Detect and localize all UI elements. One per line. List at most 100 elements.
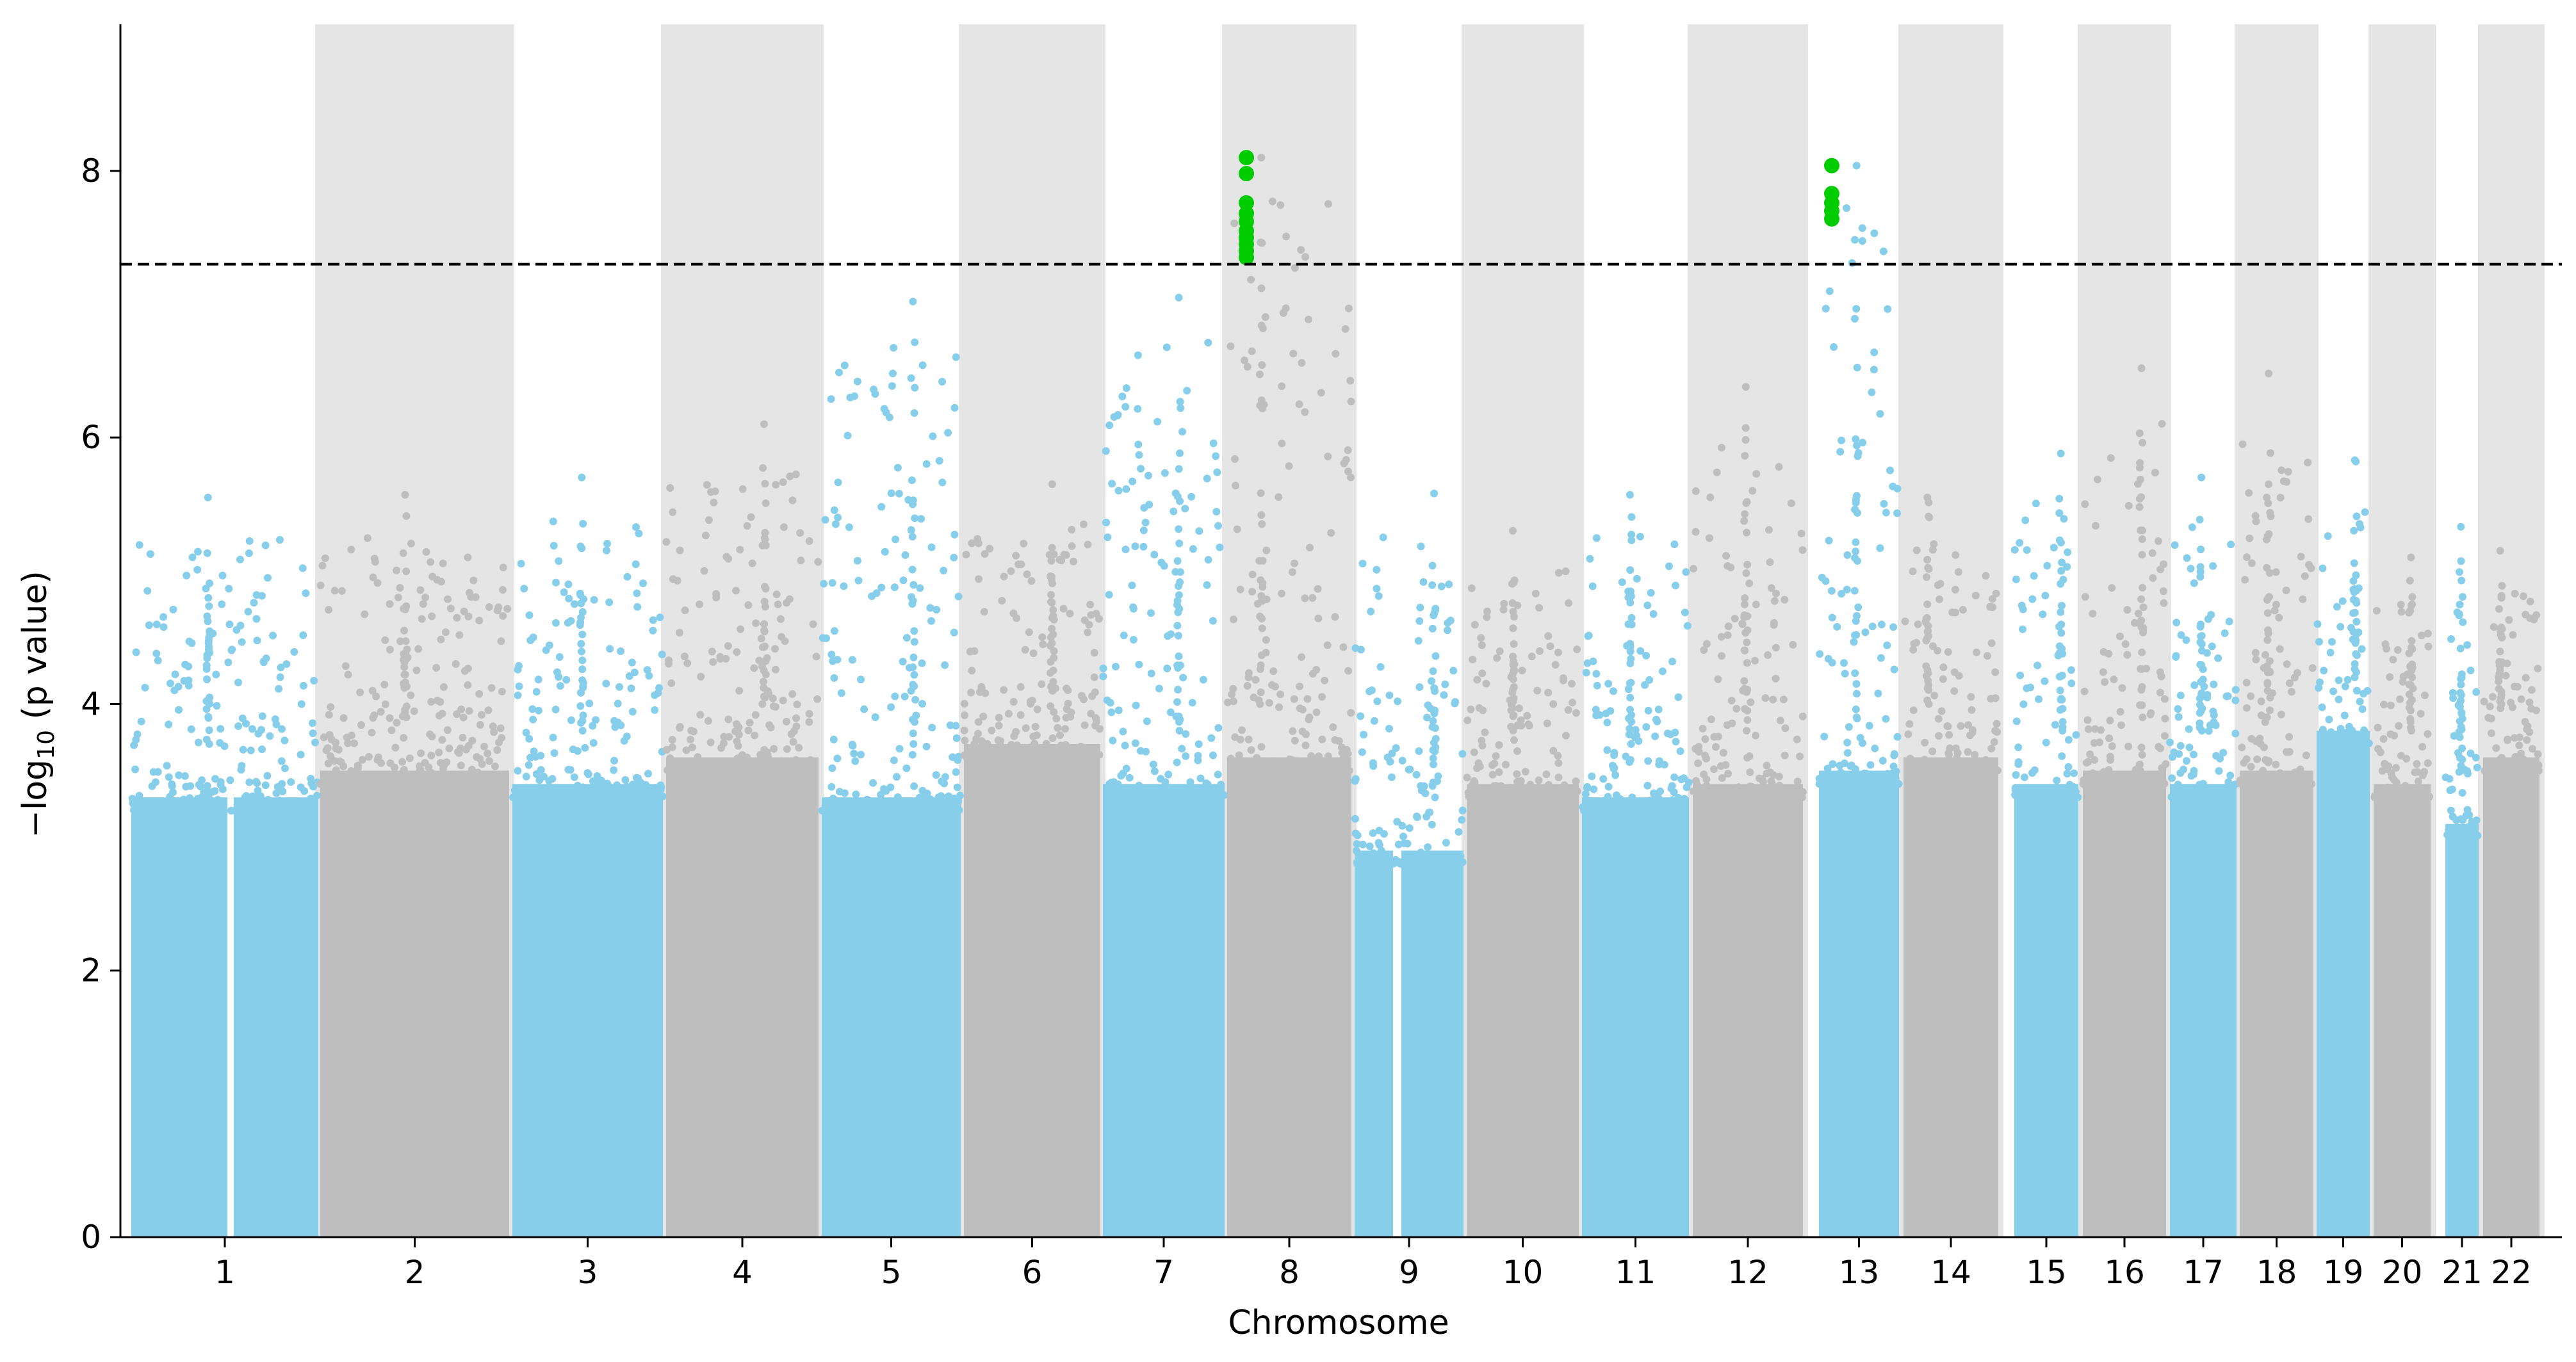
chr-2-peak-points [399, 490, 411, 722]
x-tick-label-16: 16 [2104, 1254, 2145, 1291]
chr-13-peak-points [1850, 161, 1863, 722]
chr-6-scatter-points [960, 520, 1104, 761]
significant-points [1239, 150, 1839, 266]
chr-7-dense-points-0 [1103, 784, 1225, 1237]
y-tick-label-6: 6 [81, 419, 101, 456]
x-tick-label-12: 12 [1727, 1254, 1768, 1291]
x-tick-label-20: 20 [2382, 1254, 2423, 1291]
chr-11-scatter-points [1579, 533, 1693, 815]
chr-16-peak-points [2135, 364, 2148, 722]
chr-1-dense-points-0 [131, 797, 227, 1237]
x-tick-label-18: 18 [2256, 1254, 2297, 1291]
chr-3-dense-points-0 [512, 784, 663, 1237]
chr-22-peak-points [2495, 547, 2506, 708]
x-tick-label-19: 19 [2323, 1254, 2364, 1291]
x-tick-label-3: 3 [578, 1254, 598, 1291]
chr-9-dense-points-1 [1401, 850, 1463, 1237]
chr-5-dense-points-0 [822, 797, 961, 1237]
axes [119, 24, 2562, 1238]
x-tick-label-14: 14 [1930, 1254, 1971, 1291]
x-tick-label-8: 8 [1279, 1254, 1300, 1291]
chr-4-dense-points-0 [666, 757, 819, 1237]
x-tick-label-7: 7 [1153, 1254, 1174, 1291]
chr-9-peak-points [1428, 489, 1440, 802]
chr-4-scatter-points [662, 470, 822, 775]
chr-15-dense-points-0 [2014, 784, 2078, 1237]
x-tick-label-2: 2 [405, 1254, 425, 1291]
x-tick-label-10: 10 [1503, 1254, 1544, 1291]
snp-points [128, 154, 2543, 1237]
chr-18-scatter-points [2236, 440, 2317, 788]
x-tick-label-9: 9 [1399, 1254, 1419, 1291]
chr-1-dense-points-1 [234, 797, 318, 1237]
chr-10-scatter-points [1463, 567, 1581, 802]
x-tick-label-4: 4 [732, 1254, 753, 1291]
x-tick-label-21: 21 [2441, 1254, 2482, 1291]
chr-6-dense-points-0 [964, 743, 1100, 1237]
chr-9-scatter-points [1351, 533, 1467, 868]
chr-19-dense-points-0 [2317, 731, 2370, 1237]
chr-22-dense-points-0 [2483, 757, 2539, 1237]
chr-6-peak-points [1047, 480, 1058, 695]
chr-5-scatter-points [818, 338, 964, 815]
y-tick-label-4: 4 [81, 685, 101, 722]
chr-19-peak-points [2349, 456, 2361, 681]
chr-1-scatter-points [128, 536, 322, 815]
significant-point-chr8-2 [1239, 195, 1254, 211]
x-tick-label-5: 5 [881, 1254, 902, 1291]
chr-17-dense-points-0 [2170, 784, 2237, 1237]
chr-5-peak-points [907, 297, 919, 748]
chr-11-peak-points [1624, 490, 1636, 748]
y-axis-title-suffix: (p value) [16, 571, 54, 730]
chr-21-peak-points [2455, 523, 2467, 775]
chr-7-scatter-points [1099, 339, 1228, 802]
chr-19-scatter-points [2313, 508, 2373, 748]
x-tick-label-1: 1 [215, 1254, 235, 1291]
chr-10-peak-points [1507, 526, 1519, 735]
chr-21-dense-points-0 [2445, 823, 2479, 1237]
chr-8-dense-points-0 [1227, 757, 1351, 1237]
chr-18-peak-points [2263, 369, 2274, 722]
chr-8-peak-points [1255, 154, 1267, 708]
chr-14-scatter-points [1901, 540, 2001, 775]
x-tick-label-11: 11 [1615, 1254, 1656, 1291]
y-tick-label-0: 0 [81, 1219, 101, 1256]
chr-22-scatter-points [2480, 590, 2543, 775]
x-tick-label-17: 17 [2183, 1254, 2224, 1291]
x-tick-label-15: 15 [2026, 1254, 2067, 1291]
chr-9-dense-points-0 [1355, 850, 1393, 1237]
x-axis-title: Chromosome [1228, 1304, 1449, 1342]
x-tick-label-6: 6 [1022, 1254, 1043, 1291]
chr-15-scatter-points [2010, 499, 2082, 802]
chr-12-peak-points [1740, 383, 1752, 735]
chr-12-dense-points-0 [1693, 784, 1803, 1237]
chr-17-peak-points [2196, 473, 2207, 735]
significant-point-chr13-4 [1824, 211, 1839, 227]
y-axis-title-prefix: −log [16, 759, 54, 838]
x-tick-label-22: 22 [2491, 1254, 2532, 1291]
x-axis-ticks: 1 2 3 4 5 6 7 8 9 10 11 12 13 14 15 16 17 18 19 20 21 22 [215, 1237, 2532, 1291]
chr-15-peak-points [2055, 450, 2067, 735]
y-tick-label-8: 8 [81, 152, 101, 190]
chr-17-scatter-points [2166, 523, 2240, 802]
chr-20-peak-points [2405, 553, 2417, 735]
significant-point-chr8-9 [1239, 250, 1254, 266]
chr-7-peak-points [1173, 293, 1185, 735]
significant-point-chr8-0 [1239, 150, 1254, 166]
chr-3-scatter-points [509, 517, 667, 802]
chr-4-peak-points [758, 420, 770, 708]
y-axis-title: −log10 (p value) [16, 571, 60, 838]
chr-13-dense-points-0 [1819, 770, 1899, 1237]
chr-21-scatter-points [2441, 608, 2482, 841]
chr-16-dense-points-0 [2083, 770, 2166, 1237]
chr-2-scatter-points [316, 534, 512, 788]
chr-20-dense-points-0 [2374, 784, 2431, 1237]
y-tick-label-2: 2 [81, 952, 101, 989]
chr-12-scatter-points [1689, 436, 1807, 802]
chr-20-scatter-points [2370, 601, 2434, 802]
chr-14-peak-points [1921, 493, 1934, 708]
significant-point-chr13-0 [1824, 158, 1839, 174]
x-tick-label-13: 13 [1839, 1254, 1880, 1291]
chr-16-scatter-points [2079, 419, 2170, 788]
chr-1-peak-points [202, 493, 214, 748]
